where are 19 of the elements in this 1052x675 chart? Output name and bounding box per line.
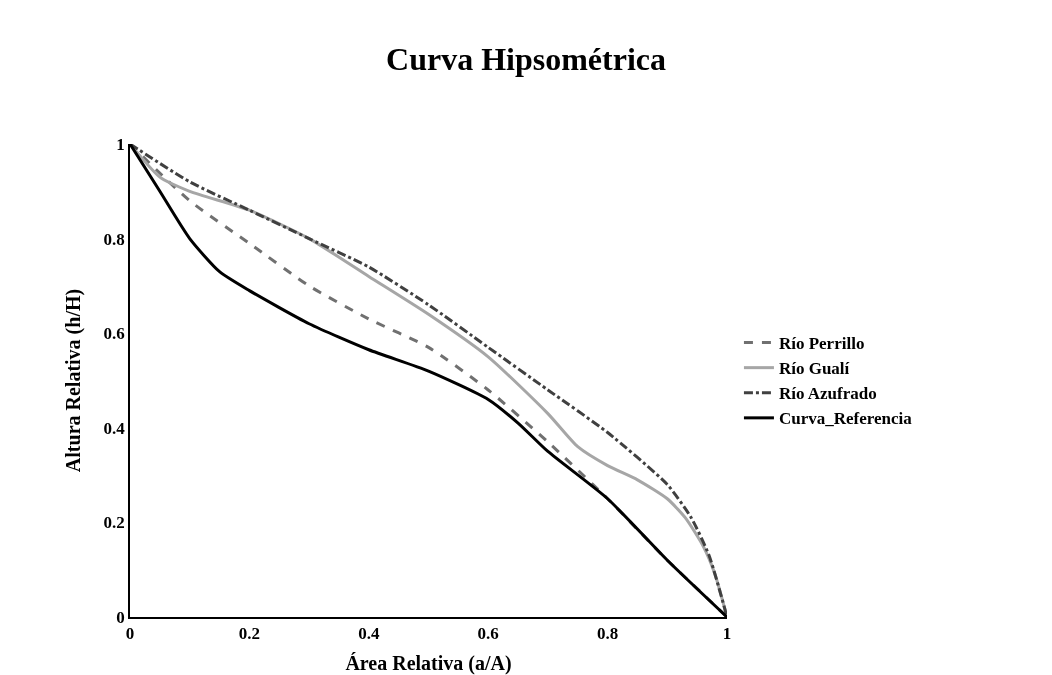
legend-label: Río Gualí	[778, 359, 850, 379]
y-tick-label: 0.4	[103, 418, 126, 438]
line-series	[130, 144, 727, 617]
legend-label: Río Azufrado	[778, 384, 877, 404]
x-tick-label: 1	[722, 624, 732, 644]
legend-label: Río Perrillo	[778, 334, 865, 354]
y-tick-label: 0	[116, 607, 125, 627]
x-tick-label: 0.4	[358, 624, 380, 644]
x-axis-title: Área Relativa (a/A)	[345, 652, 512, 675]
y-tick-label: 1	[116, 134, 125, 154]
x-tick-label: 0.6	[477, 624, 499, 644]
y-axis-title: Altura Relativa (h/H)	[61, 288, 85, 473]
chart-title: Curva Hipsométrica	[386, 40, 666, 77]
legend-label: Curva_Referencia	[778, 409, 913, 429]
y-tick-label: 0.6	[103, 324, 125, 344]
y-tick-label: 0.8	[103, 229, 125, 249]
x-tick-label: 0.2	[238, 624, 261, 644]
y-tick-label: 0.2	[103, 513, 125, 533]
x-tick-label: 0.8	[596, 624, 619, 644]
